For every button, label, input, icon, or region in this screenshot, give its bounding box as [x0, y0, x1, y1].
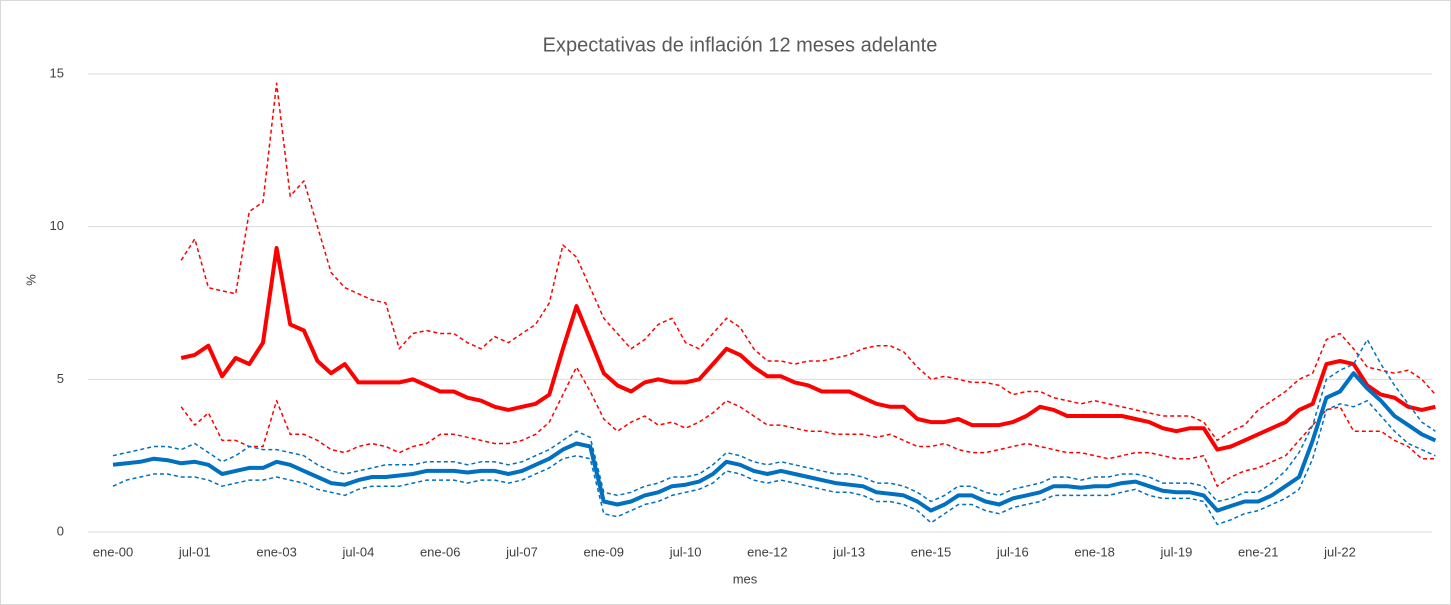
- x-tick-label: ene-03: [256, 544, 296, 559]
- x-tick-label: jul-22: [1323, 544, 1356, 559]
- series-line: [112, 371, 1437, 513]
- y-tick-label: 5: [57, 371, 64, 386]
- x-tick-label: ene-15: [911, 544, 951, 559]
- x-tick-label: ene-09: [584, 544, 624, 559]
- x-tick-label: jul-07: [505, 544, 538, 559]
- band-line: [112, 399, 1436, 526]
- band-line: [180, 366, 1436, 487]
- x-tick-label: jul-04: [342, 544, 375, 559]
- x-tick-label: ene-12: [747, 544, 787, 559]
- x-tick-label: ene-00: [93, 544, 133, 559]
- x-tick-label: jul-13: [832, 544, 865, 559]
- y-axis-label: %: [23, 274, 38, 286]
- y-tick-label: 10: [50, 218, 64, 233]
- x-tick-label: ene-21: [1238, 544, 1278, 559]
- x-tick-label: jul-16: [996, 544, 1029, 559]
- x-tick-label: jul-01: [178, 544, 211, 559]
- x-axis-label: mes: [733, 571, 758, 586]
- series-line: [180, 246, 1436, 452]
- y-tick-label: 15: [50, 65, 64, 80]
- x-tick-label: jul-19: [1160, 544, 1193, 559]
- x-tick-label: ene-18: [1074, 544, 1114, 559]
- x-tick-label: jul-10: [669, 544, 702, 559]
- band-line: [180, 82, 1436, 442]
- y-tick-label: 0: [57, 523, 64, 538]
- x-tick-label: ene-06: [420, 544, 460, 559]
- band-line: [112, 338, 1436, 503]
- chart-title: Expectativas de inflación 12 meses adela…: [543, 34, 938, 56]
